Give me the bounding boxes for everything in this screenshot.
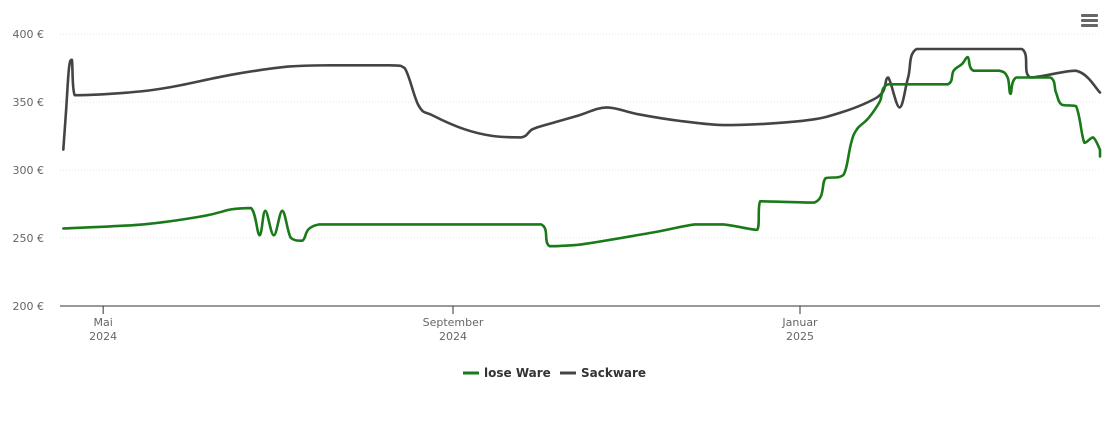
x-tick-label: Mai [94, 316, 113, 329]
grid-lines [60, 33, 1100, 239]
series-line-sackware[interactable] [62, 47, 1102, 151]
x-tick-year: 2024 [439, 330, 467, 343]
y-axis-ticks: 200 € 250 € 300 € 350 € 400 € [13, 28, 45, 313]
series-lines [62, 47, 1102, 248]
hamburger-menu-icon[interactable] [1078, 12, 1100, 32]
legend-item-lose-ware[interactable]: lose Ware [463, 366, 551, 380]
x-tick-label: Januar [781, 316, 818, 329]
y-tick-label: 400 € [13, 28, 45, 41]
legend-item-sackware[interactable]: Sackware [560, 366, 646, 380]
y-tick-label: 250 € [13, 232, 45, 245]
y-tick-label: 300 € [13, 164, 45, 177]
y-tick-label: 350 € [13, 96, 45, 109]
legend[interactable]: lose Ware Sackware [463, 366, 646, 380]
y-tick-label: 200 € [13, 300, 45, 313]
legend-label: Sackware [581, 366, 646, 380]
series-line-lose-ware[interactable] [62, 55, 1102, 248]
x-tick-year: 2025 [786, 330, 814, 343]
legend-label: lose Ware [484, 366, 551, 380]
x-tick-label: September [423, 316, 484, 329]
x-tick-year: 2024 [89, 330, 117, 343]
